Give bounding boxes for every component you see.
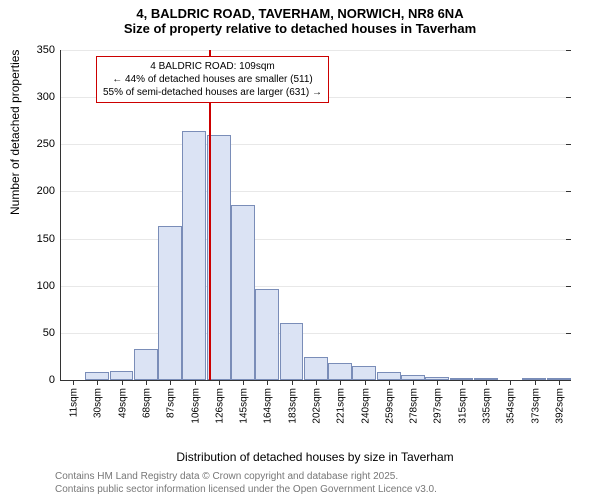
x-tick-label: 221sqm (334, 388, 347, 424)
x-tick-mark (535, 380, 536, 385)
y-tick-label: 150 (37, 233, 61, 245)
y-tick-mark (566, 191, 571, 192)
x-tick-label: 315sqm (455, 388, 468, 424)
x-tick-mark (413, 380, 414, 385)
footnote-line-2: Contains public sector information licen… (55, 483, 437, 496)
x-tick-mark (486, 380, 487, 385)
x-tick-label: 392sqm (552, 388, 565, 424)
chart-container: 4, BALDRIC ROAD, TAVERHAM, NORWICH, NR8 … (0, 0, 600, 500)
y-gridline (61, 144, 571, 145)
x-tick-label: 68sqm (140, 388, 153, 418)
y-tick-mark (566, 50, 571, 51)
x-tick-label: 11sqm (67, 388, 80, 417)
x-tick-mark (170, 380, 171, 385)
x-tick-mark (365, 380, 366, 385)
histogram-bar (304, 357, 328, 380)
x-tick-mark (97, 380, 98, 385)
x-tick-label: 87sqm (164, 388, 177, 418)
x-tick-mark (146, 380, 147, 385)
x-tick-label: 49sqm (115, 388, 128, 418)
histogram-bar (352, 366, 376, 380)
x-tick-label: 30sqm (91, 388, 104, 418)
annotation-line-1: 4 BALDRIC ROAD: 109sqm (103, 60, 322, 73)
x-tick-label: 145sqm (237, 388, 250, 424)
y-tick-label: 200 (37, 185, 61, 197)
y-gridline (61, 239, 571, 240)
y-gridline (61, 286, 571, 287)
annotation-line-2: ← 44% of detached houses are smaller (51… (103, 73, 322, 86)
y-tick-label: 300 (37, 91, 61, 103)
x-tick-label: 354sqm (504, 388, 517, 424)
x-tick-label: 106sqm (188, 388, 201, 424)
histogram-bar (280, 323, 304, 380)
histogram-bar (158, 226, 182, 380)
y-tick-label: 50 (43, 327, 61, 339)
x-tick-label: 183sqm (285, 388, 298, 424)
x-tick-label: 240sqm (358, 388, 371, 424)
histogram-bar (182, 131, 206, 380)
x-axis-label: Distribution of detached houses by size … (60, 450, 570, 464)
x-tick-mark (462, 380, 463, 385)
y-gridline (61, 333, 571, 334)
footnote-line-1: Contains HM Land Registry data © Crown c… (55, 470, 437, 483)
x-tick-label: 297sqm (431, 388, 444, 424)
x-tick-mark (219, 380, 220, 385)
x-tick-label: 373sqm (528, 388, 541, 424)
histogram-bar (255, 289, 279, 380)
x-tick-mark (73, 380, 74, 385)
chart-title-main: 4, BALDRIC ROAD, TAVERHAM, NORWICH, NR8 … (0, 0, 600, 21)
x-tick-mark (340, 380, 341, 385)
histogram-bar (134, 349, 158, 380)
x-tick-label: 202sqm (310, 388, 323, 424)
x-tick-mark (122, 380, 123, 385)
x-tick-mark (267, 380, 268, 385)
y-gridline (61, 191, 571, 192)
y-tick-mark (566, 286, 571, 287)
y-tick-label: 100 (37, 280, 61, 292)
histogram-bar (110, 371, 134, 380)
histogram-bar (328, 363, 352, 380)
x-tick-label: 126sqm (212, 388, 225, 424)
histogram-bar (377, 372, 401, 380)
y-tick-mark (566, 380, 571, 381)
x-tick-mark (316, 380, 317, 385)
y-tick-mark (566, 144, 571, 145)
y-tick-label: 0 (49, 374, 61, 386)
y-gridline (61, 50, 571, 51)
x-tick-mark (437, 380, 438, 385)
x-tick-mark (292, 380, 293, 385)
annotation-box: 4 BALDRIC ROAD: 109sqm← 44% of detached … (96, 56, 329, 103)
chart-title-sub: Size of property relative to detached ho… (0, 21, 600, 40)
y-tick-label: 250 (37, 138, 61, 150)
x-tick-mark (559, 380, 560, 385)
y-tick-mark (566, 333, 571, 334)
y-tick-mark (566, 239, 571, 240)
annotation-line-3: 55% of semi-detached houses are larger (… (103, 86, 322, 99)
x-tick-mark (510, 380, 511, 385)
y-tick-label: 350 (37, 44, 61, 56)
x-tick-label: 164sqm (261, 388, 274, 424)
y-tick-mark (566, 97, 571, 98)
y-axis-label: Number of detached properties (8, 50, 22, 215)
x-tick-label: 335sqm (480, 388, 493, 424)
histogram-bar (231, 205, 255, 380)
x-tick-mark (389, 380, 390, 385)
x-tick-mark (243, 380, 244, 385)
x-tick-label: 278sqm (407, 388, 420, 424)
x-tick-mark (195, 380, 196, 385)
plot-area: 05010015020025030035011sqm30sqm49sqm68sq… (60, 50, 571, 381)
histogram-bar (85, 372, 109, 380)
footnote: Contains HM Land Registry data © Crown c… (55, 470, 437, 496)
x-tick-label: 259sqm (382, 388, 395, 424)
